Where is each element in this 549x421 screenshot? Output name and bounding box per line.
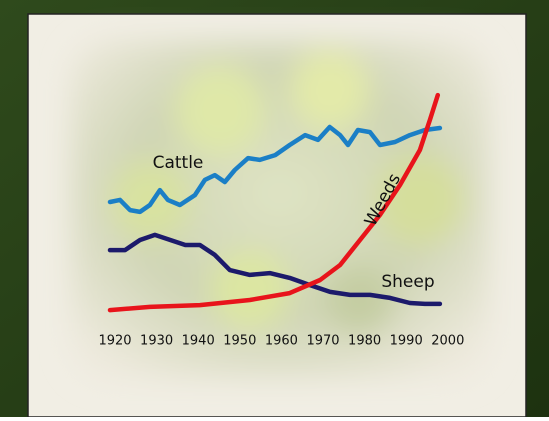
x-tick-label: 1950 [223, 334, 256, 349]
x-tick-label: 1930 [140, 334, 173, 349]
x-tick-label: 1940 [182, 334, 215, 349]
x-tick-label: 1960 [265, 334, 298, 349]
x-tick-label: 1970 [306, 334, 339, 349]
series-label: Cattle [153, 153, 204, 173]
x-tick-label: 1920 [98, 334, 131, 349]
series-label: Sheep [381, 272, 434, 292]
page: 1920 1930 1940 1950 1960 1970 1980 1990 2000 Catt… [0, 0, 549, 417]
x-tick-label: 1990 [390, 334, 423, 349]
x-tick-label: 1980 [348, 334, 381, 349]
chart: 1920 1930 1940 1950 1960 1970 1980 1990 2000 Catt… [0, 0, 549, 417]
x-tick-label: 2000 [431, 334, 464, 349]
